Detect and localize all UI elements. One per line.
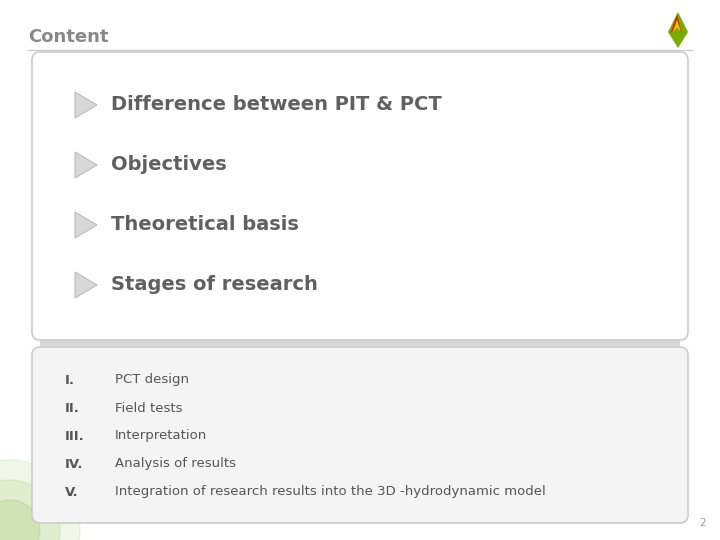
Polygon shape [670,14,682,34]
Text: Stages of research: Stages of research [111,275,318,294]
Text: PCT design: PCT design [115,374,189,387]
Circle shape [0,460,80,540]
Text: Integration of research results into the 3D -hydrodynamic model: Integration of research results into the… [115,485,546,498]
Text: 2: 2 [699,518,706,528]
Circle shape [0,480,60,540]
Text: Objectives: Objectives [111,156,227,174]
Polygon shape [75,152,97,178]
Text: Analysis of results: Analysis of results [115,457,236,470]
Text: III.: III. [65,429,85,442]
FancyBboxPatch shape [32,52,688,340]
Polygon shape [75,272,97,298]
Polygon shape [673,20,681,32]
Polygon shape [668,12,688,48]
FancyBboxPatch shape [32,347,688,523]
Text: Content: Content [28,28,109,46]
Text: Theoretical basis: Theoretical basis [111,215,299,234]
Text: Interpretation: Interpretation [115,429,207,442]
Text: Field tests: Field tests [115,402,182,415]
Text: IV.: IV. [65,457,84,470]
Text: V.: V. [65,485,78,498]
Text: II.: II. [65,402,80,415]
Text: I.: I. [65,374,75,387]
FancyBboxPatch shape [40,335,680,355]
Circle shape [0,500,40,540]
Polygon shape [75,92,97,118]
Text: Difference between PIT & PCT: Difference between PIT & PCT [111,96,442,114]
Polygon shape [75,212,97,238]
